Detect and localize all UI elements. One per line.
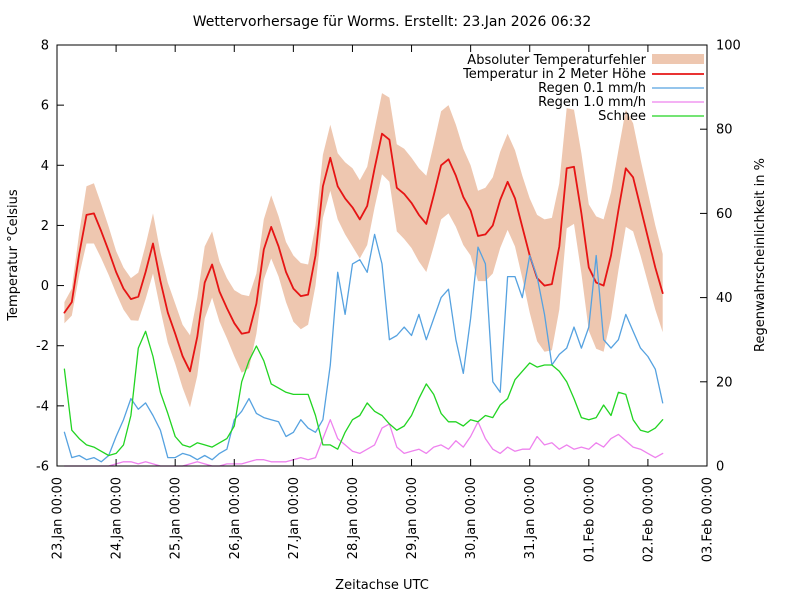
y-axis-label-right: Regenwahrscheinlichkeit in % bbox=[753, 158, 768, 352]
legend-label-rain-10: Regen 1.0 mm/h bbox=[538, 95, 646, 110]
y-right-tick-label: 60 bbox=[716, 207, 733, 222]
x-tick-label: 29.Jan 00:00 bbox=[405, 477, 420, 559]
x-tick-label: 01.Feb 00:00 bbox=[582, 477, 597, 562]
temperature-error-band bbox=[64, 93, 663, 408]
x-tick-label: 30.Jan 00:00 bbox=[464, 477, 479, 559]
x-tick-label: 23.Jan 00:00 bbox=[51, 477, 66, 559]
x-tick-label: 24.Jan 00:00 bbox=[110, 477, 125, 559]
y-axis-label-left: Temperatur °Celsius bbox=[6, 189, 21, 322]
x-axis-label: Zeitachse UTC bbox=[335, 578, 429, 593]
x-tick-label: 26.Jan 00:00 bbox=[228, 477, 243, 559]
legend-label-temperature: Temperatur in 2 Meter Höhe bbox=[462, 67, 646, 82]
y-left-tick-label: 4 bbox=[41, 159, 49, 174]
y-right-tick-label: 40 bbox=[716, 291, 733, 306]
plot-series-layer bbox=[63, 93, 664, 467]
snow-line bbox=[63, 330, 664, 457]
legend-label-rain-01: Regen 0.1 mm/h bbox=[538, 81, 646, 96]
temperature-line bbox=[63, 132, 664, 373]
chart-title: Wettervorhersage für Worms. Erstellt: 23… bbox=[193, 14, 592, 30]
legend-label-snow: Schnee bbox=[598, 109, 646, 124]
y-left-tick-label: 0 bbox=[41, 279, 49, 294]
y-right-tick-label: 80 bbox=[716, 123, 733, 138]
y-left-tick-label: 8 bbox=[41, 39, 49, 54]
x-tick-label: 03.Feb 00:00 bbox=[701, 477, 716, 562]
axis-ticks bbox=[56, 44, 708, 467]
x-tick-label: 28.Jan 00:00 bbox=[346, 477, 361, 559]
axis-tick-labels: 23.Jan 00:00 24.Jan 00:00 25.Jan 00:00 26.J… bbox=[36, 39, 741, 563]
y-right-tick-label: 100 bbox=[716, 39, 741, 54]
legend-swatch-error-band bbox=[652, 54, 704, 64]
y-left-tick-label: -6 bbox=[36, 460, 49, 475]
legend-label-error-band: Absoluter Temperaturfehler bbox=[467, 53, 646, 68]
y-left-tick-label: 2 bbox=[41, 219, 49, 234]
y-right-tick-label: 20 bbox=[716, 375, 733, 390]
plot-border bbox=[56, 44, 708, 467]
legend: Absoluter Temperaturfehler Temperatur in… bbox=[462, 53, 704, 124]
rain-10-line bbox=[63, 419, 664, 467]
x-tick-label: 27.Jan 00:00 bbox=[287, 477, 302, 559]
y-left-tick-label: 6 bbox=[41, 99, 49, 114]
x-tick-label: 31.Jan 00:00 bbox=[523, 477, 538, 559]
x-tick-label: 02.Feb 00:00 bbox=[641, 477, 656, 562]
y-right-tick-label: 0 bbox=[716, 460, 724, 475]
x-tick-label: 25.Jan 00:00 bbox=[169, 477, 184, 559]
rain-01-line bbox=[63, 233, 664, 463]
y-left-tick-label: -2 bbox=[36, 339, 49, 354]
y-left-tick-label: -4 bbox=[36, 399, 49, 414]
